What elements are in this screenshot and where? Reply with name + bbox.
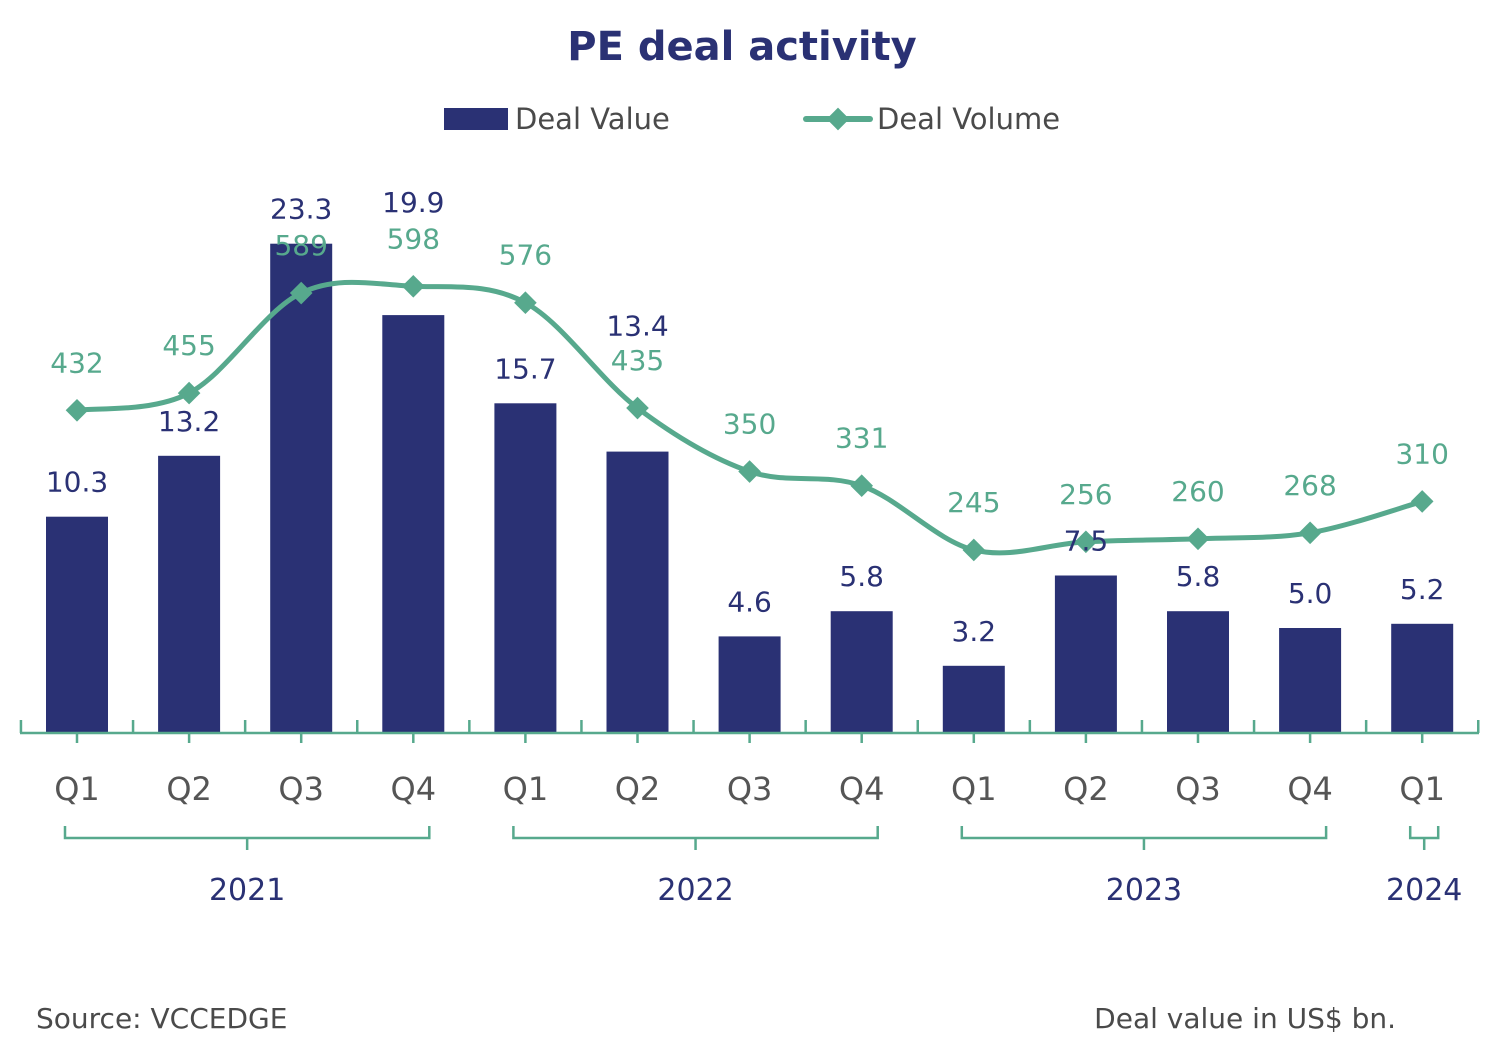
data-label-deal-volume: 432 bbox=[50, 346, 103, 379]
marker-deal-volume bbox=[738, 460, 761, 483]
year-label: 2023 bbox=[1106, 873, 1182, 908]
data-label-deal-value: 5.0 bbox=[1288, 577, 1333, 610]
x-tick-label: Q4 bbox=[391, 770, 437, 808]
x-tick-label: Q1 bbox=[54, 770, 100, 808]
data-label-deal-value: 23.3 bbox=[270, 193, 332, 226]
data-label-deal-value: 7.5 bbox=[1064, 525, 1109, 558]
marker-deal-volume bbox=[850, 474, 874, 498]
x-tick-label: Q1 bbox=[1399, 770, 1445, 808]
marker-deal-volume bbox=[401, 274, 425, 298]
x-tick-label: Q4 bbox=[1287, 770, 1333, 808]
bar-deal-value bbox=[382, 315, 445, 733]
data-label-deal-volume: 310 bbox=[1395, 437, 1448, 470]
marker-deal-volume bbox=[65, 398, 89, 422]
marker-deal-volume bbox=[1186, 527, 1210, 551]
data-label-deal-volume: 576 bbox=[499, 239, 552, 272]
marker-deal-volume bbox=[1074, 530, 1098, 554]
bar-deal-value bbox=[1167, 611, 1229, 733]
bar-deal-value bbox=[270, 243, 333, 733]
data-label-deal-volume: 245 bbox=[947, 486, 1000, 519]
bar-deal-value bbox=[942, 665, 1005, 733]
x-tick-label: Q2 bbox=[166, 770, 212, 808]
marker-deal-volume bbox=[1298, 521, 1322, 545]
marker-deal-volume bbox=[177, 381, 201, 405]
data-label-deal-volume: 598 bbox=[387, 222, 440, 255]
data-label-deal-value: 19.9 bbox=[382, 186, 444, 219]
data-label-deal-volume: 350 bbox=[723, 408, 776, 441]
marker-deal-volume bbox=[1410, 490, 1434, 513]
bar-deal-value bbox=[46, 516, 108, 733]
year-bracket bbox=[63, 826, 431, 850]
data-label-deal-value: 5.8 bbox=[1176, 560, 1221, 593]
x-tick-label: Q2 bbox=[1063, 770, 1109, 808]
data-label-deal-volume: 589 bbox=[274, 229, 327, 262]
year-bracket bbox=[1408, 826, 1440, 850]
source-note: Source: VCCEDGE bbox=[36, 1002, 287, 1035]
bar-deal-value bbox=[830, 611, 893, 733]
data-label-deal-volume: 435 bbox=[611, 344, 664, 377]
bar-deal-value bbox=[494, 403, 557, 733]
unit-note: Deal value in US$ bn. bbox=[1094, 1002, 1396, 1035]
data-label-deal-volume: 260 bbox=[1171, 475, 1224, 508]
bar-deal-value bbox=[158, 455, 221, 733]
bar-deal-value bbox=[718, 636, 781, 733]
data-label-deal-value: 10.3 bbox=[46, 466, 108, 499]
marker-deal-volume bbox=[514, 291, 537, 315]
year-label: 2024 bbox=[1386, 873, 1462, 908]
data-label-deal-value: 5.8 bbox=[839, 560, 884, 593]
data-label-deal-value: 15.7 bbox=[494, 352, 556, 385]
marker-deal-volume bbox=[962, 538, 986, 562]
legend-swatch-deal-value bbox=[444, 108, 508, 130]
data-label-deal-volume: 256 bbox=[1059, 478, 1112, 511]
year-bracket bbox=[960, 826, 1328, 850]
x-tick-label: Q4 bbox=[839, 770, 885, 808]
data-label-deal-value: 5.2 bbox=[1400, 573, 1445, 606]
x-tick-label: Q3 bbox=[727, 770, 773, 808]
year-label: 2021 bbox=[209, 873, 285, 908]
x-tick-label: Q3 bbox=[278, 770, 324, 808]
bar-deal-value bbox=[606, 451, 669, 733]
year-label: 2022 bbox=[657, 873, 733, 908]
legend-label-deal-value: Deal Value bbox=[515, 102, 670, 136]
data-label-deal-volume: 268 bbox=[1283, 469, 1336, 502]
marker-deal-volume bbox=[626, 396, 649, 420]
data-label-deal-value: 13.4 bbox=[606, 310, 668, 343]
chart-title: PE deal activity bbox=[567, 24, 916, 70]
legend-marker-deal-volume bbox=[826, 107, 850, 131]
data-label-deal-volume: 455 bbox=[162, 329, 215, 362]
x-tick-label: Q1 bbox=[503, 770, 549, 808]
x-tick-label: Q1 bbox=[951, 770, 997, 808]
legend-label-deal-volume: Deal Volume bbox=[877, 102, 1060, 136]
bar-deal-value bbox=[1391, 623, 1454, 733]
data-label-deal-volume: 331 bbox=[835, 422, 888, 455]
bar-deal-value bbox=[1279, 628, 1342, 733]
bar-deal-value bbox=[1054, 575, 1117, 733]
marker-deal-volume bbox=[289, 281, 313, 305]
data-label-deal-value: 3.2 bbox=[952, 615, 997, 648]
legend: Deal Value Deal Volume bbox=[444, 102, 1060, 136]
x-tick-label: Q3 bbox=[1175, 770, 1221, 808]
data-label-deal-value: 4.6 bbox=[727, 585, 772, 618]
x-tick-label: Q2 bbox=[615, 770, 661, 808]
data-label-deal-value: 13.2 bbox=[158, 405, 220, 438]
year-bracket bbox=[512, 826, 879, 850]
